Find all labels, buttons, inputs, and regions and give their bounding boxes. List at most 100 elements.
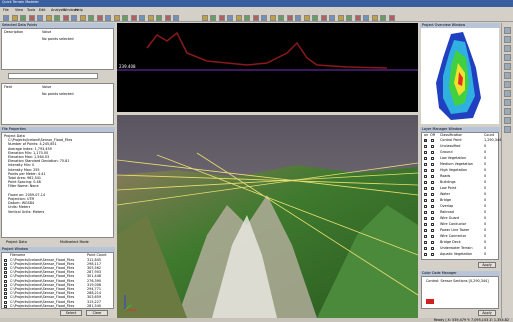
tool-button[interactable] bbox=[20, 14, 26, 21]
tool-button[interactable] bbox=[504, 117, 511, 124]
checkbox[interactable] bbox=[424, 168, 427, 172]
menu-item[interactable]: Help bbox=[75, 8, 83, 12]
checkbox[interactable] bbox=[431, 162, 434, 166]
tool-button[interactable] bbox=[504, 90, 511, 97]
tool-button[interactable] bbox=[504, 36, 511, 43]
checkbox[interactable] bbox=[431, 174, 434, 178]
menu-item[interactable]: Edit bbox=[39, 8, 46, 12]
button[interactable]: Select bbox=[60, 310, 82, 316]
menu-item[interactable]: View bbox=[15, 8, 24, 12]
checkbox[interactable] bbox=[431, 246, 434, 250]
checkbox[interactable] bbox=[431, 210, 434, 214]
checkbox[interactable] bbox=[424, 210, 427, 214]
tool-button[interactable] bbox=[504, 126, 511, 133]
tool-button[interactable] bbox=[504, 81, 511, 88]
checkbox[interactable] bbox=[424, 156, 427, 160]
tool-button[interactable] bbox=[71, 14, 77, 21]
tool-button[interactable] bbox=[346, 14, 352, 21]
checkbox[interactable] bbox=[424, 138, 427, 142]
checkbox[interactable]: Project Data bbox=[6, 240, 27, 244]
tool-button[interactable] bbox=[28, 14, 35, 21]
tool-button[interactable] bbox=[147, 14, 154, 21]
menu-item[interactable]: File bbox=[3, 8, 9, 12]
tool-button[interactable] bbox=[173, 14, 179, 21]
tool-button[interactable] bbox=[130, 14, 137, 21]
checkbox[interactable] bbox=[431, 252, 434, 256]
checkbox[interactable] bbox=[424, 192, 427, 196]
input[interactable] bbox=[8, 73, 98, 79]
checkbox[interactable] bbox=[4, 271, 7, 275]
tool-button[interactable] bbox=[504, 45, 511, 52]
tool-button[interactable] bbox=[312, 14, 318, 21]
tool-button[interactable] bbox=[45, 14, 52, 21]
tool-button[interactable] bbox=[37, 14, 43, 21]
checkbox[interactable] bbox=[431, 234, 434, 238]
tool-button[interactable] bbox=[244, 14, 250, 21]
checkbox[interactable] bbox=[431, 240, 434, 244]
button[interactable]: Apply bbox=[478, 262, 496, 268]
tool-button[interactable] bbox=[504, 27, 511, 34]
checkbox[interactable] bbox=[424, 162, 427, 166]
tool-button[interactable] bbox=[164, 14, 171, 21]
tool-button[interactable] bbox=[337, 14, 344, 21]
tool-button[interactable] bbox=[354, 14, 361, 21]
checkbox[interactable] bbox=[424, 216, 427, 220]
tool-button[interactable] bbox=[261, 14, 267, 21]
tool-button[interactable] bbox=[105, 14, 111, 21]
tool-button[interactable] bbox=[88, 14, 94, 21]
tool-button[interactable] bbox=[3, 14, 9, 21]
tool-button[interactable] bbox=[504, 63, 511, 70]
checkbox[interactable] bbox=[431, 228, 434, 232]
tool-button[interactable] bbox=[218, 14, 225, 21]
tool-button[interactable] bbox=[210, 14, 216, 21]
tool-button[interactable] bbox=[113, 14, 120, 21]
checkbox[interactable] bbox=[424, 222, 427, 226]
checkbox[interactable] bbox=[431, 222, 434, 226]
tool-button[interactable] bbox=[504, 54, 511, 61]
tool-button[interactable] bbox=[201, 14, 208, 21]
tool-button[interactable] bbox=[286, 14, 293, 21]
menu-item[interactable]: Analysis bbox=[51, 8, 65, 12]
checkbox[interactable] bbox=[4, 287, 7, 291]
checkbox[interactable] bbox=[431, 150, 434, 154]
checkbox[interactable] bbox=[424, 204, 427, 208]
checkbox[interactable] bbox=[424, 252, 427, 256]
tool-button[interactable] bbox=[269, 14, 276, 21]
checkbox[interactable] bbox=[4, 296, 7, 300]
tool-button[interactable] bbox=[139, 14, 145, 21]
checkbox[interactable] bbox=[431, 168, 434, 172]
checkbox[interactable] bbox=[4, 266, 7, 270]
tool-button[interactable] bbox=[54, 14, 60, 21]
tool-button[interactable] bbox=[329, 14, 335, 21]
checkbox[interactable] bbox=[424, 186, 427, 190]
checkbox[interactable] bbox=[431, 156, 434, 160]
checkbox[interactable] bbox=[424, 246, 427, 250]
checkbox[interactable] bbox=[424, 228, 427, 232]
tool-button[interactable] bbox=[11, 14, 18, 21]
checkbox[interactable] bbox=[424, 234, 427, 238]
checkbox[interactable] bbox=[4, 292, 7, 296]
tool-button[interactable] bbox=[504, 99, 511, 106]
checkbox[interactable]: Multiselect Mode bbox=[60, 240, 89, 244]
tool-button[interactable] bbox=[380, 14, 386, 21]
tool-button[interactable] bbox=[303, 14, 310, 21]
tool-button[interactable] bbox=[227, 14, 233, 21]
tool-button[interactable] bbox=[504, 72, 511, 79]
checkbox[interactable] bbox=[424, 150, 427, 154]
checkbox[interactable] bbox=[431, 204, 434, 208]
checkbox[interactable] bbox=[424, 198, 427, 202]
checkbox[interactable] bbox=[424, 180, 427, 184]
menu-item[interactable]: Windows bbox=[63, 8, 79, 12]
tool-button[interactable] bbox=[278, 14, 284, 21]
tool-button[interactable] bbox=[156, 14, 162, 21]
tool-button[interactable] bbox=[504, 108, 511, 115]
checkbox[interactable] bbox=[4, 262, 7, 266]
tool-button[interactable] bbox=[252, 14, 259, 21]
checkbox[interactable] bbox=[424, 174, 427, 178]
tool-button[interactable] bbox=[371, 14, 378, 21]
tool-button[interactable] bbox=[235, 14, 242, 21]
checkbox[interactable] bbox=[4, 304, 7, 308]
checkbox[interactable] bbox=[431, 192, 434, 196]
tool-button[interactable] bbox=[295, 14, 301, 21]
tool-button[interactable] bbox=[96, 14, 103, 21]
